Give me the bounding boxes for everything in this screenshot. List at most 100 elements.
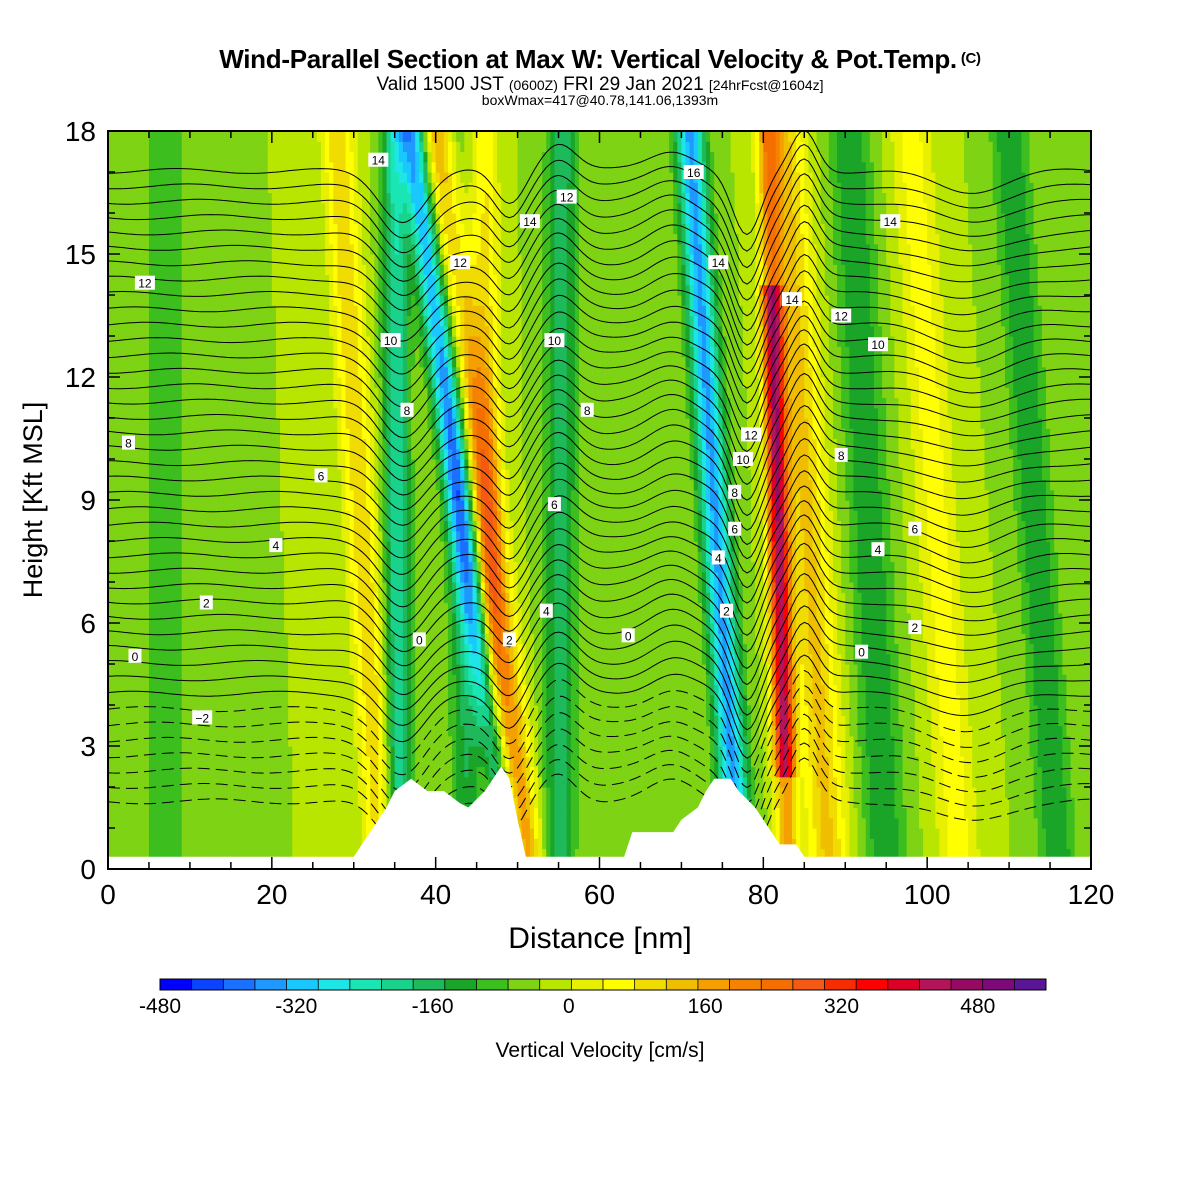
velocity-cell: [136, 684, 142, 696]
velocity-cell: [349, 756, 355, 768]
velocity-cell: [206, 325, 211, 337]
velocity-cell: [271, 828, 277, 839]
velocity-cell: [312, 756, 318, 768]
velocity-cell: [267, 643, 273, 655]
velocity-cell: [218, 612, 224, 624]
velocity-cell: [288, 295, 293, 306]
velocity-cell: [288, 684, 293, 696]
velocity-cell: [206, 377, 211, 388]
velocity-cell: [239, 315, 244, 327]
velocity-cell: [124, 459, 130, 470]
velocity-cell: [173, 448, 179, 460]
velocity-cell: [284, 315, 289, 327]
velocity-cell: [374, 797, 379, 809]
velocity-cell: [345, 838, 351, 850]
velocity-cell: [128, 715, 134, 727]
velocity-cell: [263, 510, 269, 522]
velocity-cell: [206, 469, 211, 481]
velocity-cell: [300, 407, 306, 419]
velocity-cell: [173, 305, 179, 317]
velocity-cell: [206, 807, 211, 819]
velocity-cell: [378, 500, 384, 511]
velocity-cell: [124, 192, 130, 204]
velocity-cell: [177, 418, 183, 429]
velocity-cell: [226, 448, 232, 460]
velocity-cell: [136, 407, 142, 419]
velocity-cell: [329, 684, 334, 696]
velocity-cell: [218, 243, 224, 255]
velocity-cell: [259, 305, 265, 317]
velocity-cell: [300, 295, 306, 306]
velocity-cell: [333, 192, 338, 204]
velocity-cell: [239, 366, 244, 378]
velocity-cell: [202, 182, 207, 194]
velocity-cell: [222, 161, 228, 173]
velocity-cell: [251, 213, 257, 224]
velocity-cell: [161, 387, 166, 399]
velocity-cell: [132, 356, 138, 368]
velocity-cell: [116, 438, 121, 450]
velocity-cell: [132, 131, 138, 142]
velocity-cell: [226, 161, 232, 173]
velocity-cell: [222, 336, 228, 347]
velocity-cell: [337, 510, 343, 522]
velocity-cell: [333, 295, 338, 306]
velocity-cell: [234, 284, 240, 296]
velocity-cell: [165, 356, 171, 368]
velocity-cell: [173, 520, 179, 532]
velocity-cell: [214, 489, 220, 501]
velocity-cell: [247, 192, 252, 204]
velocity-cell: [275, 817, 281, 829]
velocity-cell: [210, 705, 216, 716]
velocity-cell: [239, 131, 244, 142]
velocity-cell: [144, 315, 150, 327]
velocity-cell: [169, 469, 175, 481]
velocity-cell: [148, 182, 154, 194]
velocity-cell: [243, 489, 248, 501]
velocity-cell: [325, 653, 330, 665]
velocity-cell: [333, 377, 338, 388]
velocity-cell: [243, 653, 248, 665]
velocity-cell: [308, 254, 314, 265]
velocity-cell: [116, 746, 121, 757]
velocity-cell: [108, 848, 113, 860]
velocity-cell: [124, 254, 130, 265]
velocity-cell: [161, 541, 166, 552]
velocity-cell: [325, 633, 330, 645]
velocity-cell: [255, 633, 261, 645]
velocity-cell: [116, 623, 121, 634]
velocity-cell: [304, 756, 310, 768]
velocity-cell: [132, 828, 138, 839]
velocity-cell: [165, 397, 171, 409]
velocity-cell: [226, 705, 232, 716]
velocity-cell: [185, 223, 191, 235]
velocity-cell: [169, 243, 175, 255]
velocity-cell: [157, 520, 162, 532]
velocity-cell: [259, 346, 265, 358]
velocity-cell: [112, 387, 117, 399]
velocity-cell: [370, 274, 375, 286]
velocity-cell: [353, 346, 359, 358]
velocity-cell: [345, 131, 351, 142]
velocity-cell: [153, 202, 158, 214]
velocity-cell: [366, 459, 371, 470]
copyright-mark: (C): [960, 50, 981, 67]
velocity-cell: [206, 735, 211, 747]
velocity-cell: [140, 295, 146, 306]
velocity-cell: [325, 346, 330, 358]
velocity-cell: [337, 612, 343, 624]
velocity-cell: [214, 202, 220, 214]
velocity-cell: [169, 746, 175, 757]
velocity-cell: [300, 448, 306, 460]
velocity-cell: [108, 787, 113, 798]
velocity-cell: [345, 582, 351, 593]
velocity-cell: [132, 213, 138, 224]
velocity-cell: [304, 161, 310, 173]
velocity-cell: [251, 725, 257, 737]
velocity-cell: [140, 356, 146, 368]
velocity-cell: [333, 551, 338, 563]
velocity-cell: [210, 551, 216, 563]
velocity-cell: [271, 161, 277, 173]
velocity-cell: [169, 418, 175, 429]
velocity-cell: [357, 305, 363, 317]
